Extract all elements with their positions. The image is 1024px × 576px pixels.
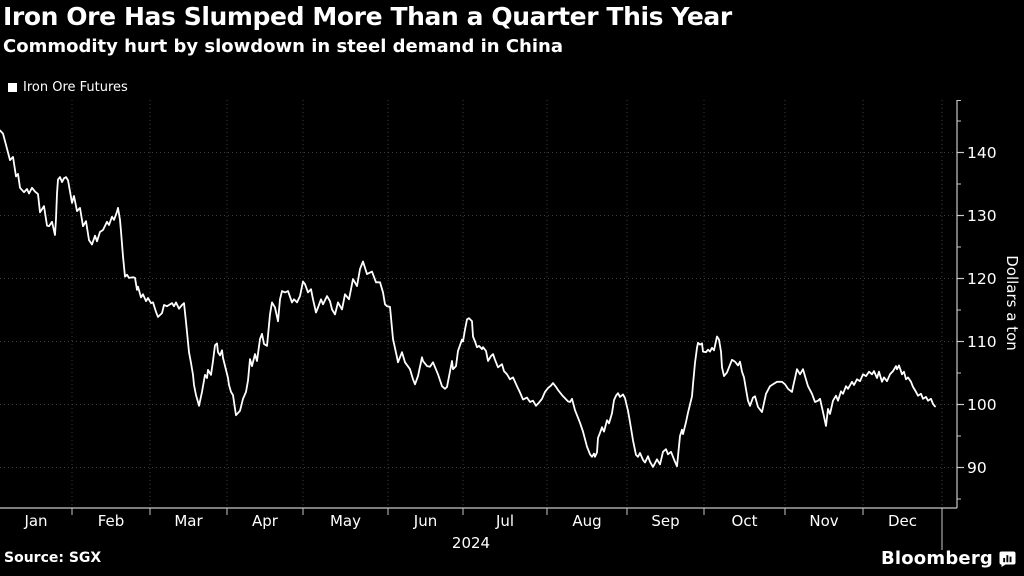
iron-ore-price-line — [0, 129, 936, 468]
chart-title: Iron Ore Has Slumped More Than a Quarter… — [3, 2, 732, 31]
y-tick-label: 120 — [967, 270, 997, 288]
y-tick-label: 100 — [967, 396, 997, 414]
y-tick-label: 130 — [967, 207, 997, 225]
chart-subtitle: Commodity hurt by slowdown in steel dema… — [3, 36, 564, 57]
month-label: Apr — [252, 512, 279, 530]
legend: Iron Ore Futures — [8, 80, 128, 95]
month-label: Oct — [732, 512, 758, 530]
bloomberg-wordmark: Bloomberg — [880, 548, 993, 569]
month-label: May — [330, 512, 361, 530]
month-label: Mar — [174, 512, 203, 530]
legend-label: Iron Ore Futures — [23, 80, 128, 95]
y-axis-title: Dollars a ton — [1003, 255, 1021, 351]
month-label: Jan — [23, 512, 47, 530]
y-tick-label: 90 — [967, 459, 987, 477]
y-tick-label: 140 — [967, 144, 997, 162]
month-label: Jul — [495, 512, 514, 530]
year-label: 2024 — [452, 534, 490, 552]
source-note: Source: SGX — [4, 550, 102, 566]
month-label: Feb — [98, 512, 125, 530]
month-label: Sep — [651, 512, 679, 530]
month-label: Jun — [413, 512, 437, 530]
month-label: Dec — [888, 512, 917, 530]
bloomberg-bug-icon — [999, 551, 1016, 567]
month-label: Nov — [809, 512, 838, 530]
month-label: Aug — [572, 512, 601, 530]
y-tick-label: 110 — [967, 333, 997, 351]
bloomberg-logo: Bloomberg — [881, 548, 1016, 569]
legend-square-icon — [8, 83, 17, 92]
